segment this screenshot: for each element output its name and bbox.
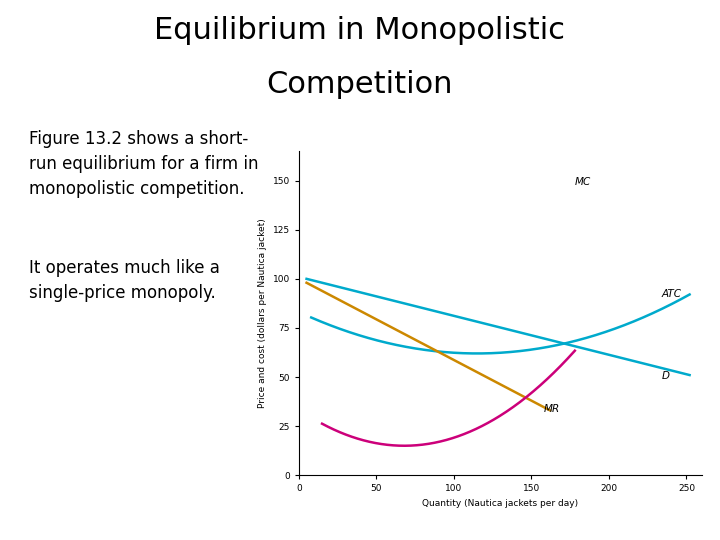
- X-axis label: Quantity (Nautica jackets per day): Quantity (Nautica jackets per day): [423, 499, 578, 508]
- Text: MR: MR: [544, 404, 560, 414]
- Text: It operates much like a
single-price monopoly.: It operates much like a single-price mon…: [29, 259, 220, 302]
- Text: Equilibrium in Monopolistic: Equilibrium in Monopolistic: [155, 16, 565, 45]
- Y-axis label: Price and cost (dollars per Nautica jacket): Price and cost (dollars per Nautica jack…: [258, 218, 267, 408]
- Text: Figure 13.2 shows a short-
run equilibrium for a firm in
monopolistic competitio: Figure 13.2 shows a short- run equilibri…: [29, 130, 258, 198]
- Text: Competition: Competition: [266, 70, 454, 99]
- Text: ATC: ATC: [662, 288, 682, 299]
- Text: D: D: [662, 371, 670, 381]
- Text: MC: MC: [575, 177, 591, 187]
